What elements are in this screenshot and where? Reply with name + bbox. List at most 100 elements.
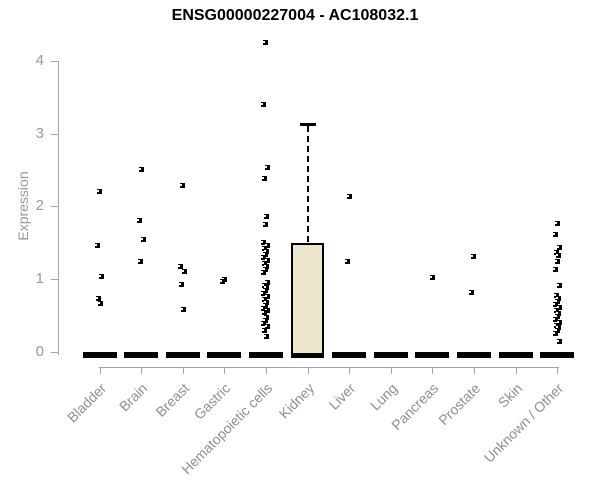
outlier-point [265,324,270,329]
zero-median-dash [83,352,117,358]
marker-notch [261,241,263,243]
outlier-point [264,285,269,290]
marker-notch [264,265,266,267]
outlier-point [179,282,184,287]
outlier-point [345,259,350,264]
outlier-point [263,288,268,293]
outlier-point [182,269,187,274]
marker-notch [179,283,181,285]
marker-notch [261,292,263,294]
marker-notch [554,251,556,253]
outlier-point [557,339,562,344]
marker-notch [141,238,143,240]
marker-notch [263,268,265,270]
outlier-point [264,334,269,339]
zero-median-dash [332,352,366,358]
outlier-point [557,305,562,310]
marker-notch [265,259,267,261]
outlier-point [265,165,270,170]
outlier-point [263,303,268,308]
outlier-point [180,183,185,188]
marker-notch [556,312,558,314]
marker-notch [557,340,559,342]
marker-notch [347,195,349,197]
y-tick-label: 3 [35,125,44,142]
outlier-point [263,318,268,323]
x-axis-tick [224,367,225,374]
marker-notch [263,253,265,255]
marker-notch [261,307,263,309]
outlier-point [555,328,560,333]
marker-notch [555,300,557,302]
marker-notch [553,332,555,334]
outlier-point [97,189,102,194]
outlier-point [469,290,474,295]
marker-notch [262,262,264,264]
marker-notch [138,260,140,262]
marker-notch [430,276,432,278]
outlier-point [137,218,142,223]
outlier-point [261,240,266,245]
marker-notch [554,294,556,296]
marker-notch [263,304,265,306]
x-axis-tick [516,367,517,374]
marker-notch [262,247,264,249]
marker-notch [555,260,557,262]
outlier-point [262,246,267,251]
outlier-point [262,261,267,266]
marker-notch [262,284,264,286]
outlier-point [178,264,183,269]
outlier-point [265,280,270,285]
outlier-point [99,274,104,279]
marker-notch [556,297,558,299]
marker-notch [264,316,266,318]
zero-median-dash [457,352,491,358]
outlier-point [554,293,559,298]
outlier-point [553,331,558,336]
outlier-point [138,259,143,264]
outlier-point [263,252,268,257]
y-tick-label: 2 [35,197,44,214]
outlier-point [261,306,266,311]
marker-notch [182,270,184,272]
x-axis-tick [557,367,558,374]
marker-notch [554,309,556,311]
outlier-point [557,320,562,325]
marker-notch [265,281,267,283]
outlier-point [262,328,267,333]
marker-notch [553,318,555,320]
outlier-point [220,279,225,284]
outlier-point [98,301,103,306]
marker-notch [556,326,558,328]
marker-notch [261,322,263,324]
x-axis-tick [266,367,267,374]
outlier-point [96,296,101,301]
marker-notch [556,254,558,256]
marker-notch [265,166,267,168]
marker-notch [265,295,267,297]
x-axis-tick [141,367,142,374]
zero-median-dash [166,352,200,358]
outlier-point [139,167,144,172]
outlier-point [430,275,435,280]
whisker-cap [300,123,316,126]
marker-notch [264,301,266,303]
marker-notch [261,103,263,105]
outlier-point [261,270,266,275]
marker-notch [553,233,555,235]
marker-notch [139,168,141,170]
x-axis-tick [183,367,184,374]
y-axis-tick [51,352,58,353]
marker-notch [262,329,264,331]
x-axis-line [99,367,559,368]
marker-notch [264,215,266,217]
marker-notch [469,291,471,293]
outlier-point [554,308,559,313]
whisker-line [307,126,309,243]
outlier-point [556,325,561,330]
marker-notch [553,303,555,305]
marker-notch [137,219,139,221]
marker-notch [345,260,347,262]
marker-notch [97,190,99,192]
marker-notch [99,275,101,277]
